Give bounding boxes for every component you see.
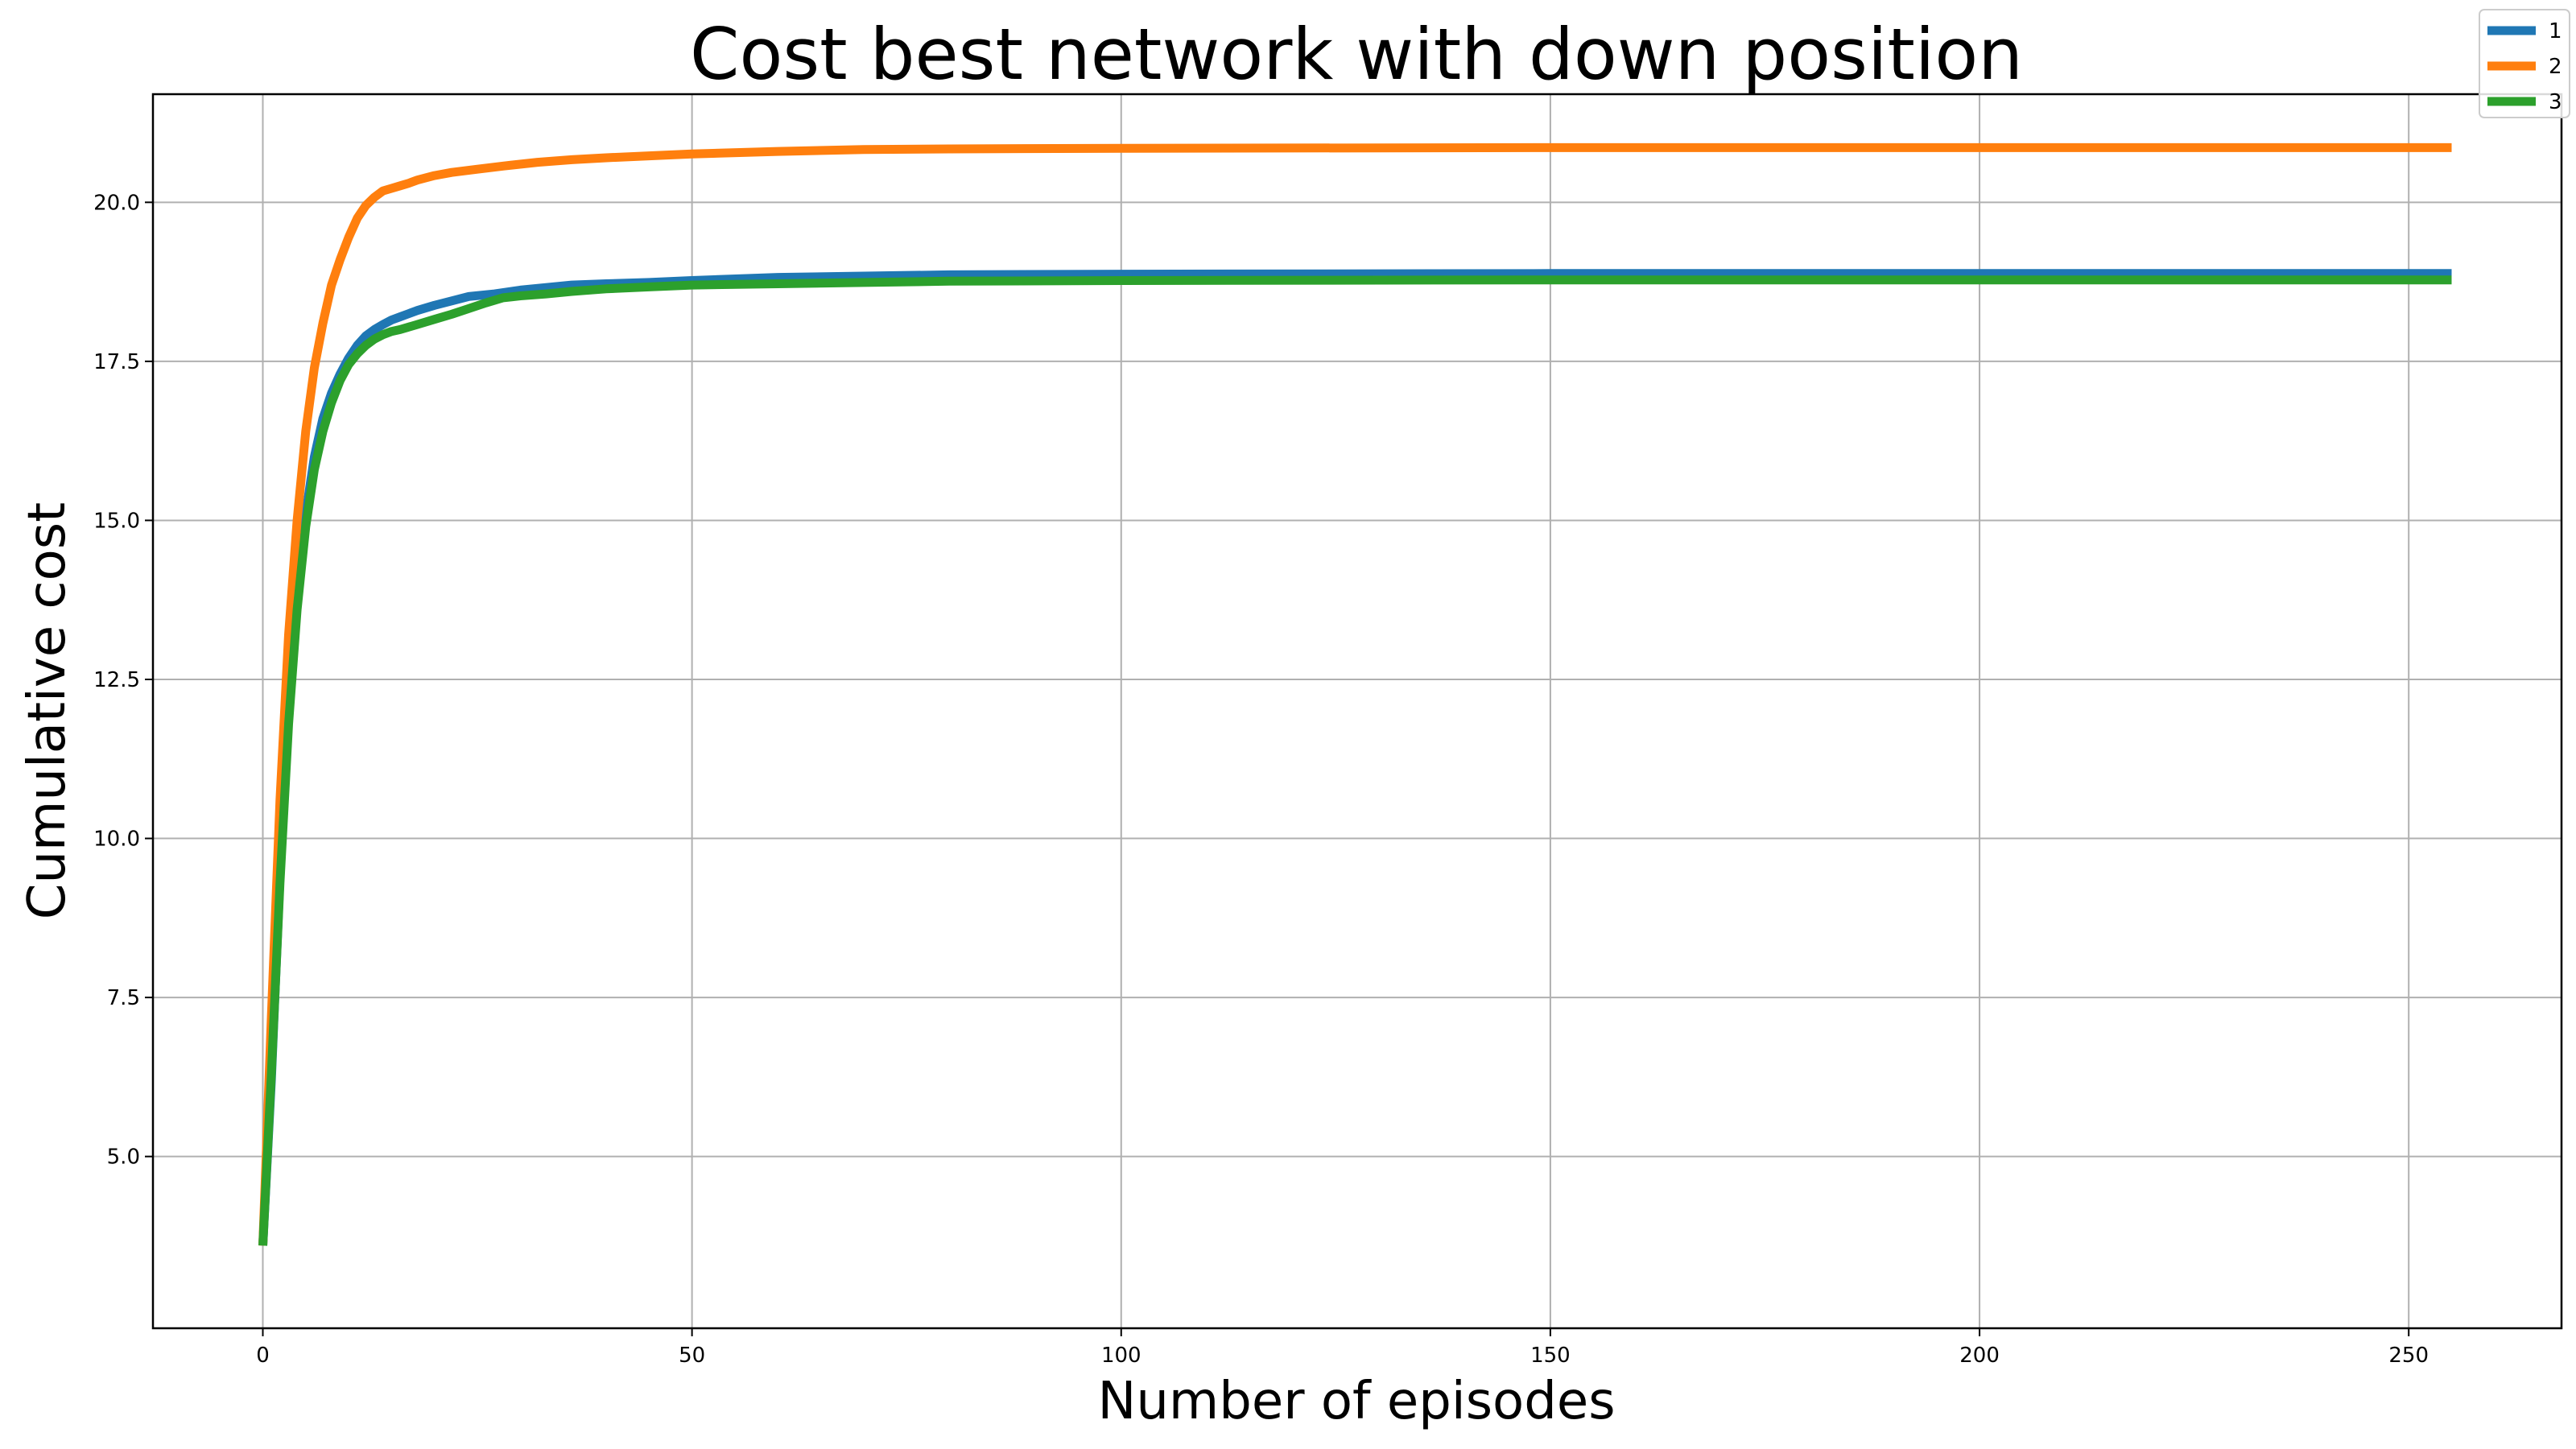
legend-label-3: 3 [2549,90,2562,114]
y-tick-label: 15.0 [93,509,140,533]
x-tick-label: 150 [1530,1344,1571,1368]
y-axis-label: Cumulative cost [18,502,77,919]
plot-area-frame [151,93,2563,1330]
x-tick-label: 100 [1101,1344,1141,1368]
x-tick-label: 200 [1959,1344,2000,1368]
y-tick-label: 17.5 [93,350,140,374]
y-tick-label: 20.0 [93,191,140,215]
x-tick-label: 0 [256,1344,270,1368]
x-tick-label: 250 [2388,1344,2429,1368]
legend-label-1: 1 [2549,19,2562,43]
legend-label-2: 2 [2549,55,2562,79]
series-lines [258,142,2452,1246]
series-line-2 [258,142,2452,1246]
y-tick-label: 5.0 [107,1146,140,1170]
grid [153,94,2562,1328]
y-tick-label: 10.0 [93,828,140,852]
series-line-3 [258,275,2452,1246]
x-tick-label: 50 [679,1344,705,1368]
axis-ticks: 0 50 100 150 200 250 5.0 7.5 10.0 12.5 15.0 17.5 20.… [93,191,2429,1368]
y-tick-label: 12.5 [93,668,140,692]
x-axis-label: Number of episodes [1097,1372,1615,1431]
chart-title: Cost best network with down position [690,13,2023,96]
y-tick-label: 7.5 [107,986,140,1010]
legend: 1 2 3 [2479,9,2570,118]
